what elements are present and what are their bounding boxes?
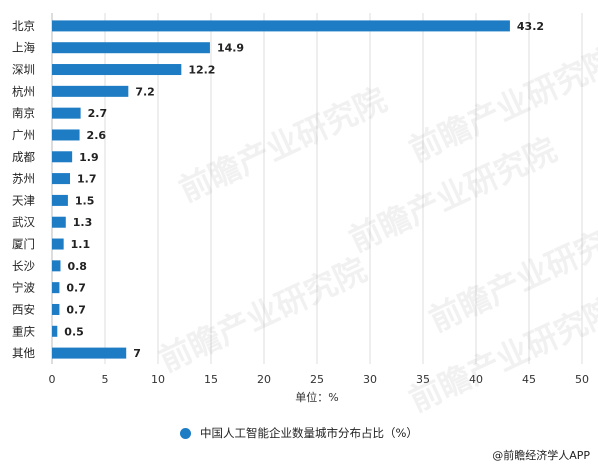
bar [52,64,182,76]
category-label: 杭州 [12,84,35,98]
value-label: 2.6 [87,129,107,142]
value-label: 2.7 [88,107,108,120]
value-label: 43.2 [517,20,544,33]
bar [52,173,71,185]
value-label: 7 [133,347,141,360]
category-label: 厦门 [12,237,35,251]
x-tick-label: 15 [204,373,218,386]
x-tick-label: 20 [257,373,271,386]
category-label: 上海 [12,41,35,55]
category-label: 宁波 [12,281,35,295]
bar [52,347,127,359]
legend: 中国人工智能企业数量城市分布占比（%） [180,425,418,441]
value-label: 0.7 [66,303,86,316]
value-label: 14.9 [217,42,244,55]
x-tick-label: 10 [151,373,165,386]
category-label: 深圳 [12,63,35,77]
bar [52,20,510,32]
category-label: 成都 [12,150,35,164]
value-label: 1.5 [75,194,95,207]
value-label: 1.9 [79,151,99,164]
bar [52,303,60,315]
x-tick-label: 0 [49,373,56,386]
x-tick-label: 30 [363,373,377,386]
bar [52,260,61,272]
bar [52,42,210,54]
value-label: 7.2 [135,85,155,98]
bar [52,85,129,97]
x-tick-label: 40 [469,373,483,386]
category-label: 北京 [12,19,35,33]
category-label: 重庆 [12,324,35,338]
x-tick-label: 5 [102,373,109,386]
value-label: 12.2 [188,64,215,77]
category-label: 天津 [12,193,35,207]
bar [52,194,68,206]
legend-marker [180,427,191,439]
source-credit: @前瞻经济学人APP [492,449,590,462]
bar [52,151,73,163]
x-tick-label: 45 [522,373,536,386]
value-label: 1.7 [77,173,97,186]
x-axis-title: 单位：% [295,390,338,404]
bars [52,20,510,359]
category-label: 苏州 [12,172,35,186]
x-tick-label: 35 [416,373,430,386]
x-tick-labels: 0 5 10 15 20 25 30 35 40 45 50 [49,373,590,386]
value-label: 0.7 [66,282,86,295]
bar [52,282,60,294]
category-label: 长沙 [12,259,35,273]
category-label: 武汉 [12,215,35,229]
bar [52,129,80,141]
category-label: 南京 [12,106,35,120]
x-tick-label: 50 [575,373,589,386]
category-label: 其他 [12,346,35,360]
value-labels: 43.2 14.912.2 7.2 2.7 2.6 1.9 1.7 1.5 1.3 1.1 0.8 0… [64,20,544,360]
bar [52,216,66,228]
value-label: 0.8 [67,260,87,273]
x-tick-label: 25 [310,373,324,386]
bar [52,238,64,250]
value-label: 1.3 [73,216,93,229]
bar [52,325,58,337]
bar [52,107,81,119]
category-label: 西安 [12,302,35,316]
legend-label: 中国人工智能企业数量城市分布占比（%） [200,426,418,440]
value-label: 0.5 [64,325,84,338]
value-label: 1.1 [71,238,91,251]
category-label: 广州 [12,128,35,142]
